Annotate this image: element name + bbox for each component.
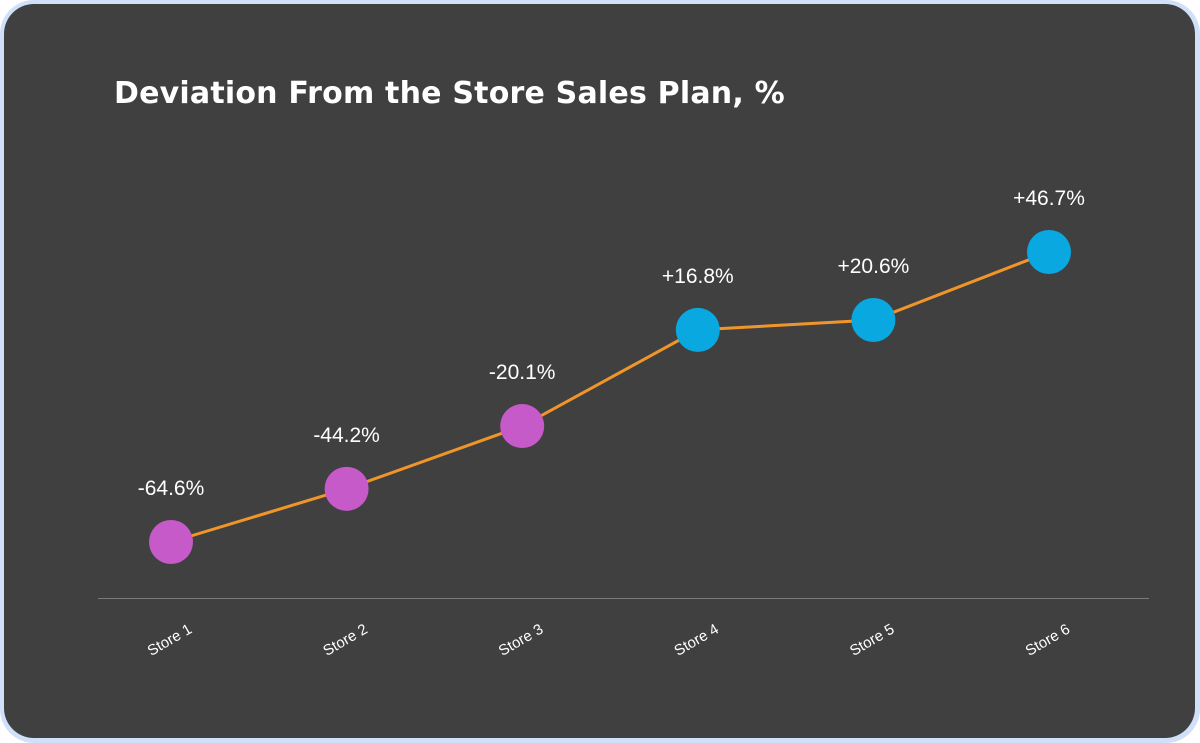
x-axis-tick-label: Store 6 — [1023, 621, 1073, 660]
line-chart: -64.6% -44.2% -20.1% +16.8% +20.6% +46.7% Sto… — [98, 187, 1149, 660]
data-point-marker[interactable] — [500, 404, 545, 449]
chart-title: Deviation From the Store Sales Plan, % — [114, 76, 785, 111]
value-labels: -64.6% -44.2% -20.1% +16.8% +20.6% +46.7% — [138, 187, 1085, 500]
data-point-marker[interactable] — [675, 307, 720, 352]
data-value-label: -44.2% — [313, 424, 380, 447]
x-axis-tick-label: Store 4 — [671, 621, 721, 660]
x-axis-tick-label: Store 3 — [496, 621, 546, 660]
data-value-label: +16.8% — [662, 265, 734, 288]
chart-card: Deviation From the Store Sales Plan, % -… — [4, 4, 1195, 738]
data-value-label: -64.6% — [138, 477, 205, 500]
data-point-marker[interactable] — [1027, 230, 1071, 274]
data-point-marker[interactable] — [324, 466, 369, 511]
x-axis-tick-label: Store 5 — [847, 621, 897, 660]
series-line — [170, 250, 1050, 544]
x-axis-tick-label: Store 2 — [320, 621, 370, 660]
x-axis-tick-label: Store 1 — [145, 621, 195, 660]
data-value-label: +20.6% — [837, 255, 909, 278]
data-point-marker[interactable] — [149, 520, 193, 564]
data-value-label: +46.7% — [1013, 187, 1085, 210]
data-value-label: -20.1% — [489, 361, 556, 384]
data-point-marker[interactable] — [851, 298, 896, 343]
x-axis-labels: Store 1 Store 2 Store 3 Store 4 Store 5 Store… — [145, 621, 1073, 660]
data-markers — [149, 230, 1071, 564]
